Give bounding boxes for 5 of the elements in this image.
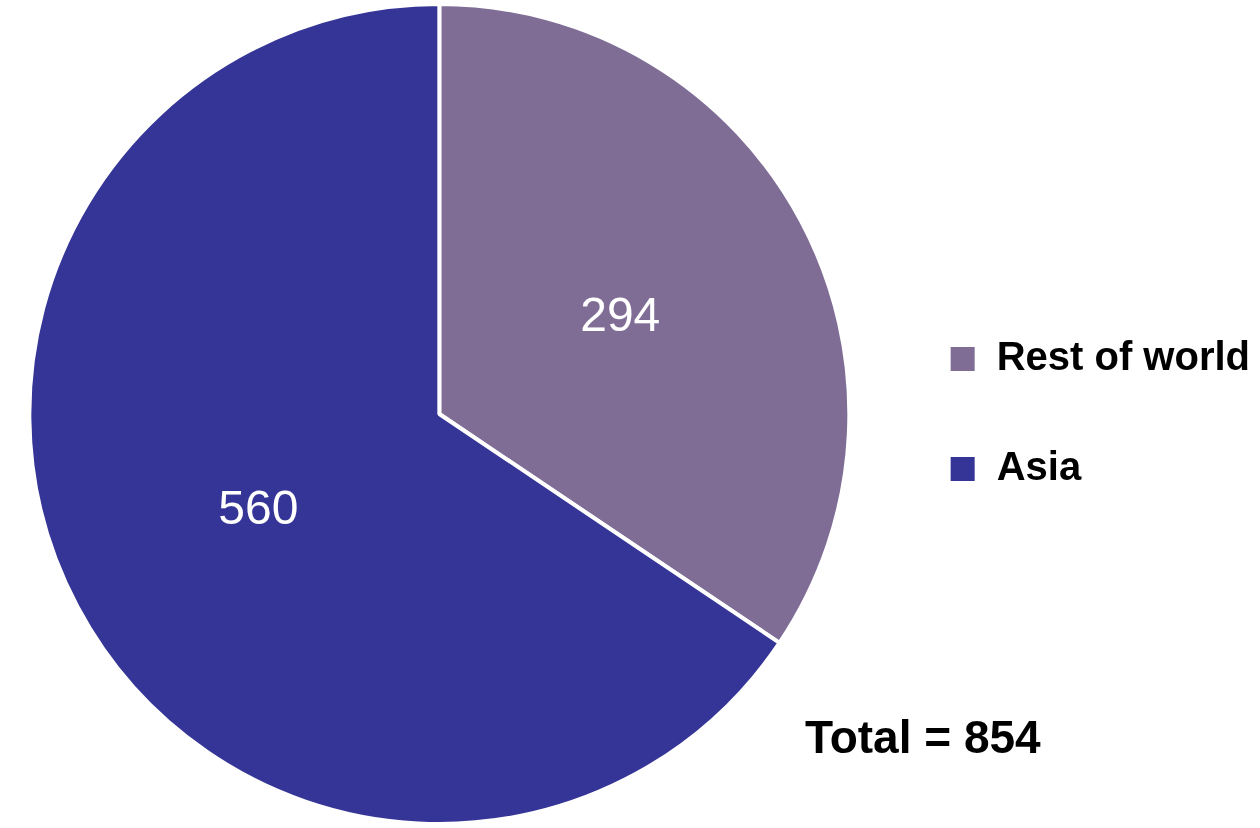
legend-label: Rest of world xyxy=(996,334,1250,379)
data-label: 294 xyxy=(580,287,661,341)
data-label: 560 xyxy=(218,480,299,534)
legend-label: Asia xyxy=(996,444,1082,489)
text: Total = 854 xyxy=(805,710,1042,763)
